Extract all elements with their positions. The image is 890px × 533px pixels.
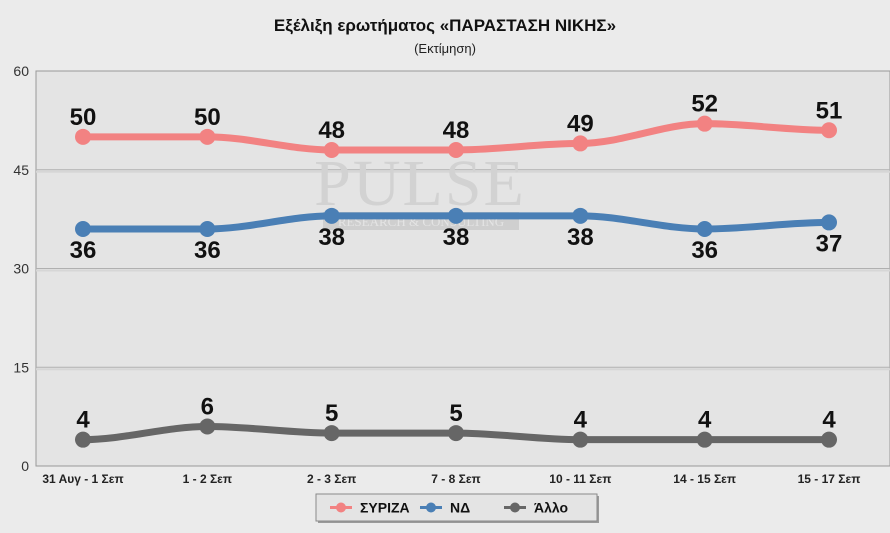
data-point [75, 128, 91, 145]
data-label: 48 [318, 117, 345, 144]
data-point [696, 431, 713, 448]
watermark-brand: PULSE [314, 147, 526, 220]
data-point [323, 425, 340, 442]
data-label: 4 [76, 407, 90, 434]
data-label: 38 [318, 224, 345, 251]
data-label: 48 [443, 117, 470, 144]
x-tick-label: 15 - 17 Σεπ [798, 472, 861, 486]
data-point [199, 418, 216, 435]
legend-entry: ΣΥΡΙΖΑ [360, 500, 410, 516]
data-label: 49 [567, 110, 594, 137]
x-tick-label: 2 - 3 Σεπ [307, 472, 356, 486]
data-label: 4 [822, 407, 836, 434]
data-point [448, 207, 464, 224]
data-label: 4 [698, 407, 712, 434]
x-tick-label: 31 Αυγ - 1 Σεπ [42, 472, 123, 486]
data-point [696, 115, 713, 132]
legend-swatch-marker [336, 502, 346, 513]
grid [36, 169, 890, 371]
data-point [75, 221, 91, 237]
data-point [821, 122, 837, 139]
legend-swatch-marker [426, 502, 436, 513]
data-label: 4 [574, 407, 588, 434]
data-label: 50 [194, 104, 221, 131]
x-axis-ticks: 31 Αυγ - 1 Σεπ 1 - 2 Σεπ 2 - 3 Σεπ 7 - 8 Σε… [42, 472, 860, 486]
data-label: 38 [443, 224, 470, 251]
data-label: 37 [816, 230, 843, 257]
x-tick-label: 1 - 2 Σεπ [183, 472, 232, 486]
chart-title: Εξέλιξη ερωτήματος «ΠΑΡΑΣΤΑΣΗ ΝΙΚΗΣ» [274, 16, 616, 35]
data-label: 51 [816, 97, 843, 124]
chart-subtitle: (Εκτίμηση) [414, 41, 476, 56]
data-point [448, 142, 464, 158]
series-lines [75, 115, 837, 448]
data-point [821, 431, 837, 448]
data-labels: 50 50 48 48 49 52 51 36 36 38 38 38 36 37 4 6 5 5 4 4 4 [70, 91, 843, 434]
y-axis-ticks: 0 15 30 45 60 [13, 63, 29, 474]
x-tick-label: 7 - 8 Σεπ [431, 472, 480, 486]
legend: ΣΥΡΙΖΑ ΝΔ Άλλο [315, 493, 599, 523]
data-label: 52 [691, 91, 718, 118]
data-point [323, 207, 340, 224]
legend-box [315, 493, 598, 522]
y-tick-label: 15 [13, 359, 29, 375]
x-tick-label: 10 - 11 Σεπ [549, 472, 611, 486]
data-label: 36 [70, 237, 97, 264]
legend-entry: Άλλο [534, 500, 568, 516]
legend-swatch-marker [510, 502, 520, 513]
data-point [75, 431, 91, 448]
data-point [199, 128, 216, 145]
data-label: 36 [691, 237, 718, 264]
data-label: 6 [201, 394, 214, 421]
y-tick-label: 45 [13, 162, 29, 178]
data-point [572, 135, 589, 152]
data-label: 38 [567, 224, 594, 251]
y-tick-label: 60 [13, 63, 29, 79]
legend-entry: ΝΔ [450, 500, 470, 516]
data-label: 36 [194, 237, 221, 264]
data-point [821, 214, 837, 231]
data-label: 5 [449, 400, 462, 427]
y-tick-label: 0 [21, 458, 29, 474]
x-tick-label: 14 - 15 Σεπ [673, 472, 736, 486]
data-label: 50 [70, 104, 97, 131]
data-point [323, 142, 340, 158]
data-point [572, 207, 589, 224]
data-label: 5 [325, 400, 338, 427]
y-tick-label: 30 [13, 261, 29, 277]
data-point [448, 425, 464, 442]
data-point [199, 221, 216, 237]
data-point [696, 221, 713, 237]
data-point [572, 431, 589, 448]
